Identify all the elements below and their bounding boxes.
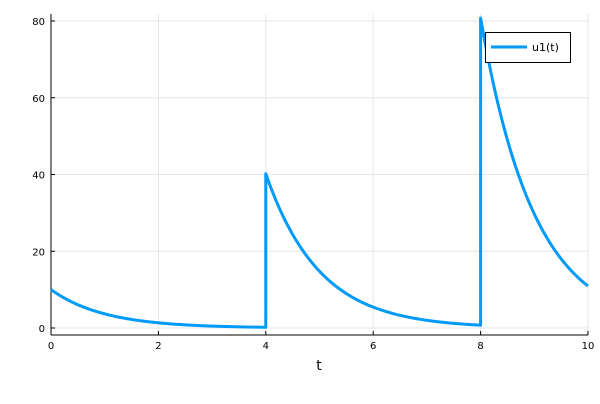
x-tick-label: 4 [263,341,269,352]
series-line [50,16,589,329]
x-tick-label: 6 [370,341,376,352]
series-layer [50,16,589,329]
legend: u1(t) [485,32,571,63]
tick-labels: 0 2 4 6 8 10 0 20 40 60 80 [32,17,594,352]
x-tick-label: 2 [155,341,161,352]
axes [50,14,589,336]
y-tick-label: 40 [32,171,45,182]
y-tick-label: 0 [39,324,45,335]
y-tick-label: 20 [32,247,45,258]
y-tick-label: 80 [32,17,45,28]
x-tick-label: 8 [477,341,483,352]
y-tick-label: 60 [32,94,45,105]
x-tick-label: 0 [48,341,54,352]
x-axis-label: t [316,358,322,374]
legend-label: u1(t) [532,41,559,54]
x-tick-label: 10 [582,341,595,352]
